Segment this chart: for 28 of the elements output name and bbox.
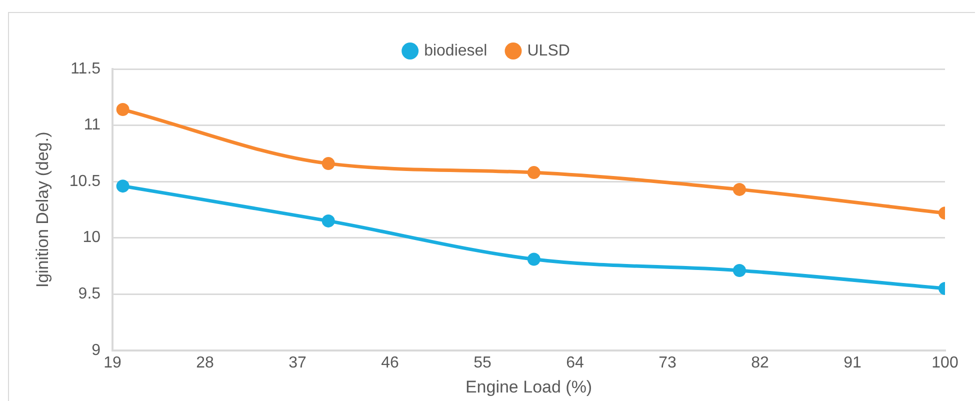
point — [322, 214, 335, 228]
y-tick-label: 10 — [82, 229, 101, 246]
y-tick-label: 10.5 — [69, 172, 101, 190]
y-tick-label: 9.5 — [78, 286, 101, 303]
point — [527, 166, 540, 180]
y-tick-label: 11 — [84, 116, 101, 134]
y-tick-label: 9 — [92, 342, 101, 359]
x-tick-label: 100 — [932, 354, 958, 372]
point — [116, 103, 130, 116]
x-tick-label: 19 — [104, 354, 122, 372]
x-tick-label: 37 — [288, 354, 307, 372]
x-tick-label: 82 — [751, 354, 770, 372]
x-tick-label: 46 — [381, 354, 400, 372]
x-tick-label: 28 — [196, 354, 214, 372]
point — [322, 157, 335, 170]
legend-label: ULSD — [527, 42, 570, 60]
y-axis-title: Iginition Delay (deg.) — [32, 132, 52, 288]
x-tick-label: 55 — [474, 354, 492, 372]
x-axis-title: Engine Load (%) — [465, 377, 592, 396]
x-tick-label: 73 — [658, 354, 677, 372]
point — [732, 264, 746, 277]
y-tick-label: 11.5 — [70, 60, 101, 78]
legend-label: biodiesel — [424, 42, 488, 60]
x-tick-label: 64 — [566, 354, 584, 372]
point — [732, 182, 746, 196]
point — [116, 180, 130, 193]
point — [527, 252, 540, 266]
x-tick-label: 91 — [844, 354, 862, 372]
